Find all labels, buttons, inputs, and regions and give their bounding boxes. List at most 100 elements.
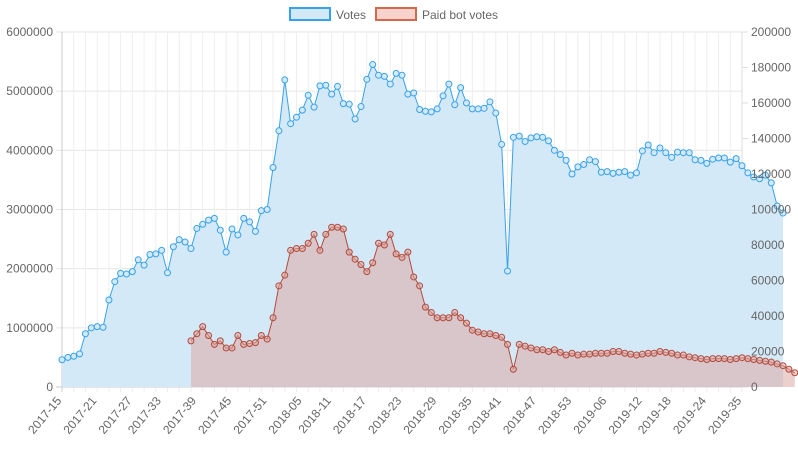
data-point [251,339,259,347]
data-point [363,268,371,276]
data-point [310,103,318,111]
x-tick-label: 2017-51 [230,394,269,437]
data-point [316,82,324,90]
data-point [779,209,787,217]
data-point [533,133,541,141]
data-point [199,323,207,331]
data-point [392,250,400,258]
data-point [486,98,494,106]
data-point [140,261,148,269]
data-point [181,238,189,246]
data-point [580,161,588,169]
data-point [703,159,711,167]
data-point [650,349,658,357]
data-point [205,332,213,340]
data-point [105,296,113,304]
data-point [773,360,781,368]
data-point [597,349,605,357]
data-point [386,230,394,238]
data-point [328,223,336,231]
data-point [122,270,130,278]
x-tick-label: 2017-15 [25,394,64,437]
y-right-tick-label: 200000 [751,25,791,39]
data-point [304,91,312,99]
point-layer [58,61,798,377]
area-layer [62,64,795,387]
data-point [210,340,218,348]
x-tick-label: 2017-21 [60,394,99,437]
data-point [668,349,676,357]
data-point [621,349,629,357]
data-point [504,267,512,275]
data-point [644,349,652,357]
data-point [539,133,547,141]
data-point [375,239,383,247]
data-point [697,355,705,363]
data-point [761,171,769,179]
y-right-tick-label: 120000 [751,167,791,181]
x-tick-label: 2018-29 [400,394,439,437]
data-point [281,271,289,279]
data-point [674,148,682,156]
data-point [328,90,336,98]
data-point [398,253,406,261]
data-point [504,340,512,348]
data-point [468,105,476,113]
y-left-tick-label: 6000000 [6,25,53,39]
x-tick-label: 2019-24 [670,394,709,437]
data-point [492,332,500,340]
data-point [562,351,570,359]
data-point [709,155,717,163]
data-point [462,319,470,327]
data-point [246,340,254,348]
data-point [246,218,254,226]
data-point [339,100,347,108]
data-point [492,109,500,117]
x-tick-label: 2019-35 [705,394,744,437]
data-point [691,156,699,164]
data-point [433,314,441,322]
legend-label-0: Votes [336,8,366,22]
data-point [656,348,664,355]
data-point [638,350,646,358]
data-point [527,134,535,142]
data-point [732,155,740,163]
data-point [334,82,342,90]
data-point [257,207,265,215]
x-tick-label: 2018-47 [500,394,539,437]
data-point [228,225,236,233]
data-point [205,216,213,224]
data-point [275,127,283,135]
data-point [685,353,693,361]
data-point [779,362,787,370]
data-point [627,350,635,358]
data-point [468,326,476,334]
data-point [222,344,230,352]
data-point [345,100,353,108]
data-point [785,365,793,373]
data-point [298,245,306,253]
x-tick-label: 2018-17 [330,394,369,437]
data-point [169,243,177,251]
data-point [251,227,259,235]
data-point [457,314,465,322]
x-tick-label: 2018-53 [535,394,574,437]
data-point [715,154,723,162]
data-point [685,149,693,157]
data-point [539,346,547,354]
data-point [738,354,746,362]
data-point [416,282,424,290]
data-point [375,71,383,79]
data-point [615,168,623,176]
data-point [709,355,717,363]
y-right-tick-label: 60000 [751,274,785,288]
data-point [269,163,277,171]
data-point [668,153,676,161]
x-tick-label: 2017-39 [160,394,199,437]
data-point [427,108,435,116]
data-point [632,169,640,177]
data-point [615,348,623,355]
data-point [369,259,377,267]
data-point [58,356,66,364]
